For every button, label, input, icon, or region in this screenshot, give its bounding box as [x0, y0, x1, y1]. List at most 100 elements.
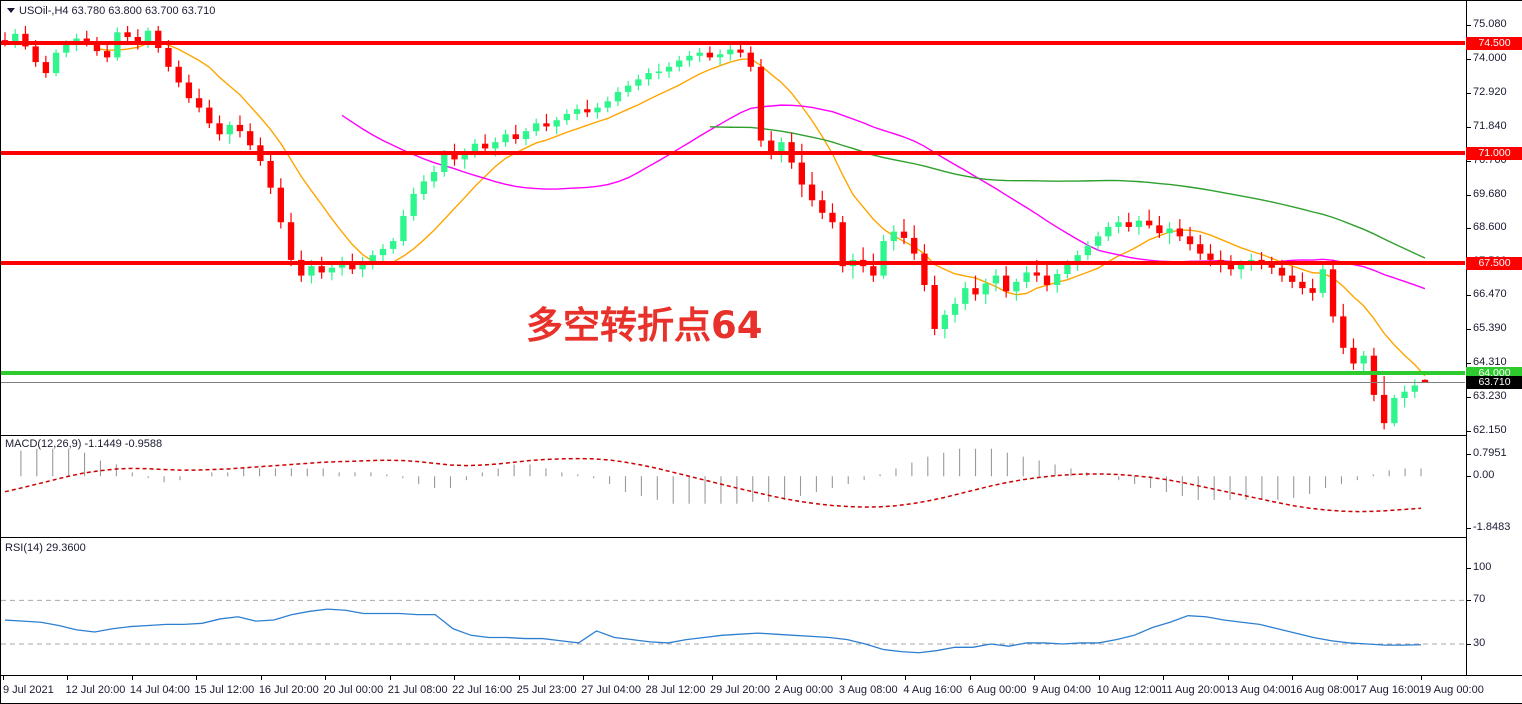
price-tick-mark: [1467, 160, 1471, 162]
time-tick-label: 4 Aug 16:00: [903, 684, 963, 696]
price-level-tag-resistance[interactable]: 74.500: [1466, 37, 1522, 51]
price-tick-label: 68.600: [1473, 221, 1507, 234]
price-level-tag-current[interactable]: 63.710: [1466, 376, 1522, 390]
price-tick-mark: [1467, 363, 1471, 365]
price-plot-area[interactable]: [1, 1, 1465, 435]
symbol-period-quote: USOil-,H4 63.780 63.800 63.700 63.710: [19, 5, 216, 17]
time-tick-label: 2 Aug 00:00: [774, 684, 834, 696]
price-tick-mark: [1467, 397, 1471, 399]
price-tick-label: 71.840: [1473, 119, 1507, 132]
price-tick-mark: [1467, 25, 1471, 27]
triangle-down-icon[interactable]: [7, 8, 15, 13]
price-tick-mark: [1467, 194, 1471, 196]
time-tick-label: 19 Aug 00:00: [1419, 684, 1484, 696]
time-tick-label: 3 Aug 08:00: [838, 684, 898, 696]
time-tick-label: 28 Jul 12:00: [645, 684, 706, 696]
chart-title-bar: USOil-,H4 63.780 63.800 63.700 63.710: [7, 5, 215, 17]
macd-tick-mark: [1467, 453, 1471, 455]
time-tick-mark: [1227, 676, 1229, 680]
time-tick-label: 14 Jul 04:00: [129, 684, 190, 696]
rsi-tick-label: 70: [1473, 593, 1486, 606]
time-tick-mark: [454, 676, 456, 680]
time-tick-label: 16 Jul 20:00: [258, 684, 319, 696]
price-tick-mark: [1467, 329, 1471, 331]
time-tick-mark: [1292, 676, 1294, 680]
time-tick-label: 15 Jul 12:00: [194, 684, 255, 696]
rsi-panel-divider: [1, 537, 1522, 538]
time-tick-label: 17 Aug 16:00: [1354, 684, 1420, 696]
price-tick-mark: [1467, 431, 1471, 432]
time-tick-label: 6 Aug 00:00: [967, 684, 1027, 696]
price-level-line-resistance[interactable]: [1, 261, 1465, 266]
price-level-line-current-price[interactable]: [1, 382, 1465, 384]
time-tick-label: 11 Aug 20:00: [1161, 684, 1226, 696]
time-tick-label: 12 Jul 20:00: [65, 684, 126, 696]
time-tick-mark: [389, 676, 391, 680]
price-tick-mark: [1467, 126, 1471, 128]
time-tick-label: 25 Jul 23:00: [516, 684, 577, 696]
chart-annotation-text: 多空转折点64: [526, 304, 763, 347]
time-tick-mark: [1356, 676, 1358, 680]
macd-panel-divider: [1, 435, 1522, 436]
time-x-axis[interactable]: 9 Jul 2021 12 Jul 20:00 14 Jul 04:00 15 Jul…: [1, 675, 1522, 703]
macd-tick-mark: [1467, 528, 1471, 530]
macd-tick-label: 0.7951: [1473, 446, 1507, 459]
time-tick-mark: [518, 676, 520, 680]
time-tick-mark: [647, 676, 649, 680]
rsi-tick-label: 30: [1473, 637, 1486, 650]
price-tick-label: 64.310: [1473, 356, 1507, 369]
time-tick-mark: [3, 676, 4, 680]
time-tick-mark: [1421, 676, 1422, 680]
price-tick-label: 74.000: [1473, 51, 1507, 64]
macd-title-label: MACD(12,26,9) -1.1449 -0.9588: [5, 438, 163, 450]
rsi-svg: [1, 599, 1465, 654]
time-tick-label: 21 Jul 08:00: [387, 684, 448, 696]
candlestick-svg: [1, 25, 1429, 430]
time-tick-mark: [712, 676, 713, 680]
macd-y-axis[interactable]: 0.7951 0.00 -1.8483: [1466, 435, 1522, 537]
time-tick-mark: [1034, 676, 1036, 680]
rsi-tick-label: 100: [1473, 560, 1492, 573]
price-level-tag-resistance[interactable]: 67.500: [1466, 257, 1522, 271]
price-tick-label: 65.390: [1473, 322, 1507, 335]
price-tick-label: 62.150: [1473, 424, 1507, 436]
price-tick-label: 75.080: [1473, 18, 1507, 31]
time-tick-mark: [196, 676, 198, 680]
rsi-tick-mark: [1467, 600, 1471, 602]
price-level-tag-resistance[interactable]: 71.000: [1466, 147, 1522, 161]
price-tick-mark: [1467, 92, 1471, 94]
price-level-line-resistance[interactable]: [1, 151, 1465, 156]
time-tick-label: 10 Aug 12:00: [1096, 684, 1162, 696]
rsi-indicator-panel[interactable]: 100 70 30 RSI(14) 29.3600: [1, 537, 1522, 676]
time-tick-label: 22 Jul 16:00: [452, 684, 513, 696]
time-tick-label: 29 Jul 20:00: [710, 684, 770, 696]
macd-indicator-panel[interactable]: 0.7951 0.00 -1.8483 MACD(12,26,9) -1.1449 …: [1, 435, 1522, 537]
time-tick-mark: [840, 676, 842, 680]
time-tick-label: 27 Jul 04:00: [581, 684, 642, 696]
time-tick-mark: [1098, 676, 1100, 680]
rsi-title-label: RSI(14) 29.3600: [5, 542, 86, 554]
rsi-tick-mark: [1467, 644, 1471, 646]
time-tick-mark: [905, 676, 907, 680]
rsi-plot-area[interactable]: [1, 537, 1465, 676]
price-y-axis[interactable]: 75.08074.00072.92071.84070.76069.68068.6…: [1466, 1, 1522, 436]
price-level-line-resistance[interactable]: [1, 41, 1465, 46]
time-tick-label: 16 Aug 08:00: [1290, 684, 1355, 696]
time-tick-mark: [583, 676, 585, 680]
price-chart-panel[interactable]: 75.08074.00072.92071.84070.76069.68068.6…: [1, 1, 1522, 436]
macd-tick-label: -1.8483: [1473, 521, 1511, 534]
rsi-y-axis[interactable]: 100 70 30: [1466, 537, 1522, 676]
price-tick-label: 69.680: [1473, 187, 1507, 200]
time-tick-mark: [969, 676, 971, 680]
macd-plot-area[interactable]: [1, 435, 1465, 537]
time-tick-label: 9 Jul 2021: [3, 684, 54, 696]
time-tick-mark: [776, 676, 778, 680]
price-tick-mark: [1467, 228, 1471, 230]
price-tick-mark: [1467, 58, 1471, 60]
price-level-line-support[interactable]: [1, 370, 1465, 375]
price-tick-mark: [1467, 295, 1471, 297]
price-tick-label: 72.920: [1473, 85, 1507, 98]
macd-tick-label: 0.00: [1473, 469, 1495, 482]
time-tick-mark: [131, 676, 133, 680]
